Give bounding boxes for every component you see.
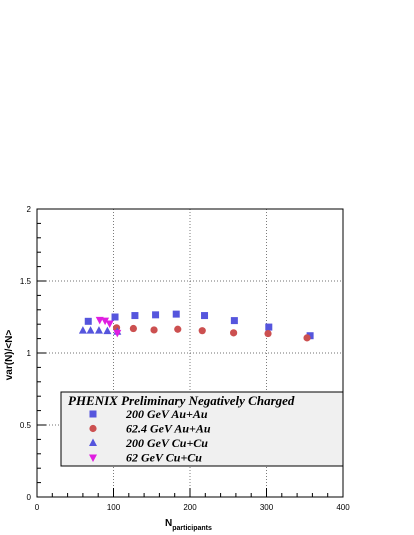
series-200-gev-au-au — [84, 310, 314, 340]
data-point — [84, 317, 92, 325]
legend-marker — [89, 424, 97, 433]
data-point — [131, 312, 139, 320]
tick-labels: 0 100 200 300 400 0 0.5 1 1.5 2 — [20, 205, 350, 512]
data-point — [174, 325, 182, 333]
series-62-gev-cu-cu — [95, 316, 122, 338]
data-point — [101, 317, 110, 326]
x-tick-label: 200 — [183, 503, 197, 512]
data-point — [105, 320, 114, 328]
legend-marker — [89, 454, 97, 462]
legend-marker — [89, 410, 97, 418]
legend-marker — [89, 438, 97, 446]
data-point — [265, 323, 273, 331]
x-tick-label: 300 — [260, 503, 274, 512]
legend-title: PHENIX Preliminary Negatively Charged — [68, 393, 295, 408]
data-point — [172, 310, 180, 318]
x-tick-label: 400 — [336, 503, 350, 512]
data-point — [230, 317, 238, 325]
data-point — [303, 334, 311, 342]
y-tick-label: 1 — [27, 349, 32, 358]
y-tick-label: 0.5 — [20, 421, 32, 430]
data-point — [111, 313, 119, 321]
legend-box — [60, 391, 344, 467]
data-point — [94, 326, 103, 334]
series-62-4-gev-au-au — [112, 324, 311, 342]
legend-entry-label: 62.4 GeV Au+Au — [126, 422, 211, 436]
data-point — [103, 326, 112, 335]
data-point — [198, 327, 206, 335]
data-point — [150, 326, 158, 334]
data-point — [201, 312, 209, 320]
y-axis-title: var(N)/<N> — [4, 330, 15, 381]
data-point — [264, 329, 272, 338]
data-point — [129, 324, 137, 333]
axis-ticks — [36, 208, 344, 498]
data-point — [152, 311, 160, 319]
x-axis-title: Nparticipants — [165, 518, 212, 532]
data-point — [113, 329, 122, 338]
legend-entry-label: 200 GeV Cu+Cu — [125, 436, 208, 450]
legend-entry-label: 200 GeV Au+Au — [125, 407, 208, 421]
x-tick-label: 0 — [35, 503, 40, 512]
y-tick-label: 1.5 — [20, 277, 32, 286]
data-point — [78, 326, 87, 334]
data-point — [306, 332, 314, 340]
legend-entry-label: 62 GeV Cu+Cu — [126, 451, 202, 465]
y-tick-label: 0 — [27, 493, 32, 502]
y-tick-label: 2 — [27, 205, 32, 214]
data-points — [78, 310, 314, 342]
x-tick-label: 100 — [107, 503, 121, 512]
data-point — [86, 326, 95, 334]
data-point — [230, 329, 238, 337]
legend: PHENIX Preliminary Negatively Charged 20… — [60, 391, 344, 467]
